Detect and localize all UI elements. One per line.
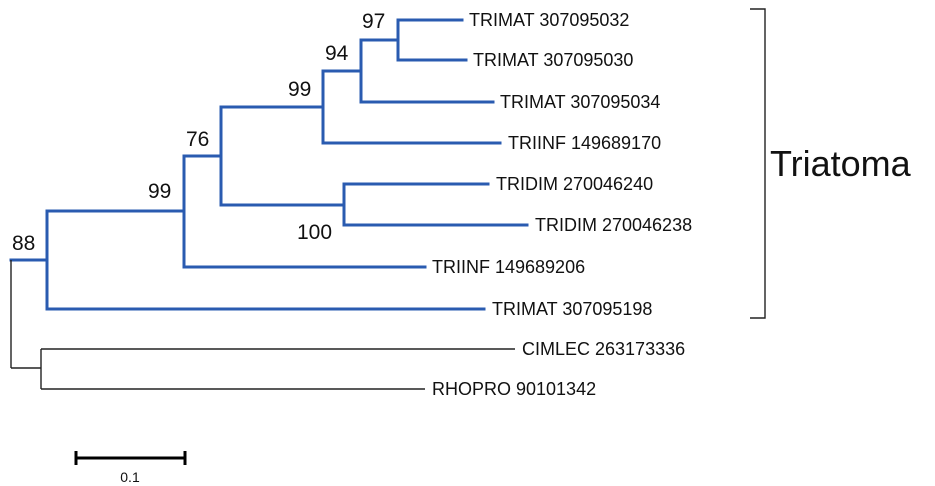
taxon-label: TRIDIM 270046238 xyxy=(535,215,692,235)
support-value: 76 xyxy=(186,128,209,151)
taxon-label: TRIMAT 307095030 xyxy=(473,50,633,70)
branch-clade-76 xyxy=(219,105,346,207)
triatoma-branches xyxy=(9,18,529,311)
support-values: 97 94 99 76 99 100 88 xyxy=(12,10,385,255)
clade-bracket xyxy=(750,8,766,319)
taxon-label: TRIMAT 307095034 xyxy=(500,92,660,112)
taxon-label: TRIINF 149689170 xyxy=(508,133,661,153)
branch-root xyxy=(10,260,41,369)
branch-outgroup xyxy=(40,348,515,390)
outgroup-branches xyxy=(10,260,515,390)
clade-label: Triatoma xyxy=(770,143,912,184)
scale-bar-label: 0.1 xyxy=(120,469,140,485)
taxon-label: TRIMAT 307095032 xyxy=(469,10,629,30)
taxon-label: RHOPRO 90101342 xyxy=(432,379,596,399)
branch-clade-99-upper xyxy=(321,69,502,145)
taxon-label: TRIINF 149689206 xyxy=(432,257,585,277)
scale-bar-line xyxy=(74,451,187,465)
scale-bar: 0.1 xyxy=(74,451,187,485)
taxon-label: CIMLEC 263173336 xyxy=(522,339,685,359)
support-value: 97 xyxy=(362,10,385,33)
taxon-labels: TRIMAT 307095032 TRIMAT 307095030 TRIMAT… xyxy=(432,10,692,399)
taxon-label: TRIMAT 307095198 xyxy=(492,299,652,319)
support-value: 94 xyxy=(325,42,349,65)
branch-clade-97 xyxy=(396,18,468,62)
support-value: 100 xyxy=(297,221,332,244)
support-value: 99 xyxy=(288,78,311,101)
support-value: 99 xyxy=(148,180,171,203)
support-value: 88 xyxy=(12,232,35,255)
taxon-label: TRIDIM 270046240 xyxy=(496,174,653,194)
